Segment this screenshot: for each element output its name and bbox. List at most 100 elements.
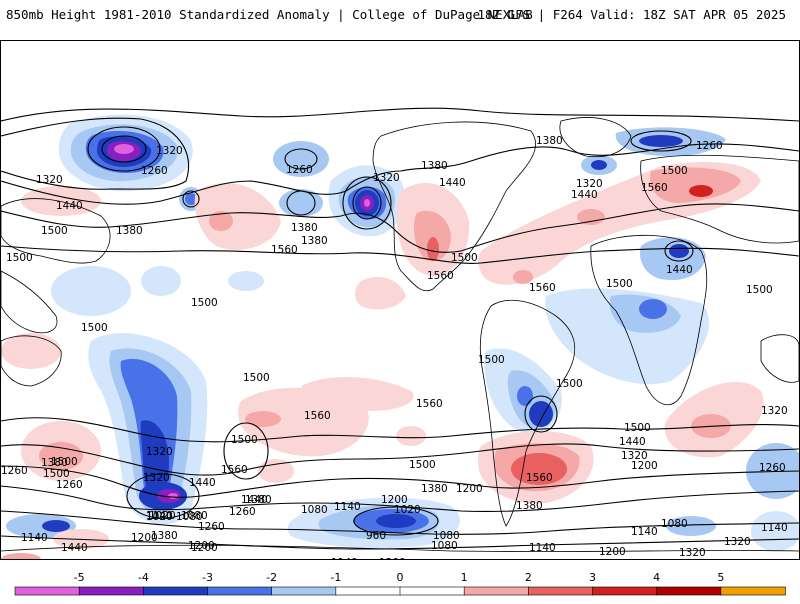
colorbar-tick-label: -3	[202, 571, 213, 584]
contour-label: 1560	[641, 182, 668, 194]
contour-label: 1260	[56, 479, 83, 491]
contour-line	[1, 485, 799, 513]
colorbar-tick-label: 5	[717, 571, 724, 584]
contour-line	[1, 417, 799, 443]
anomaly-blob	[639, 135, 683, 147]
colorbar-tick-label: -5	[74, 571, 85, 584]
contour-label: 1320	[373, 172, 400, 184]
anomaly-blob	[140, 420, 169, 501]
contour-label: 1380	[291, 222, 318, 234]
colorbar-swatch	[207, 586, 273, 596]
anomaly-blob	[114, 144, 134, 154]
anomaly-blob	[141, 266, 181, 296]
contour-label: 1320	[146, 446, 173, 458]
contour-label: 1560	[221, 464, 248, 476]
contour-label: 1080	[661, 518, 688, 530]
contour-ring	[352, 186, 382, 220]
height-contours	[1, 107, 799, 550]
colorbar-tick-label: 2	[525, 571, 532, 584]
anomaly-map: 1320 1260 1320 1260 1440 1500 1380 1380 …	[0, 40, 800, 560]
coastline-south-america	[479, 299, 575, 527]
colorbar-swatch	[528, 586, 594, 596]
contour-label: 1440	[619, 436, 646, 448]
contour-label: 1440	[189, 477, 216, 489]
anomaly-blob	[258, 459, 294, 483]
colorbar-swatch	[656, 586, 722, 596]
contour-label: 1380	[421, 483, 448, 495]
contour-label: 1260	[1, 465, 28, 477]
anomaly-blob	[301, 376, 414, 411]
colorbar-svg: -5 -4 -3 -2 -1 0 1 2 3 4 5	[14, 571, 786, 596]
colorbar-swatch	[592, 586, 658, 596]
contour-label: 1140	[331, 557, 358, 559]
contour-label: 1380	[421, 160, 448, 172]
colorbar-ticks: -5 -4 -3 -2 -1 0 1 2 3 4 5	[74, 571, 725, 584]
contour-label: 1020	[149, 510, 176, 522]
anomaly-blob	[666, 516, 716, 536]
contour-label: 1140	[631, 526, 658, 538]
coastline-eurasia	[1, 154, 799, 264]
colorbar: -5 -4 -3 -2 -1 0 1 2 3 4 5	[0, 565, 800, 600]
contour-ring	[353, 506, 439, 536]
anomaly-blob	[245, 411, 281, 427]
colorbar-swatch	[463, 586, 530, 596]
contour-label: 1260	[286, 164, 313, 176]
contour-ring	[223, 422, 269, 480]
anomaly-blob	[517, 386, 533, 406]
anomaly-blob	[376, 514, 416, 528]
contour-label: 1140	[334, 501, 361, 513]
contour-line	[1, 535, 799, 550]
colorbar-tick-label: -4	[138, 571, 149, 584]
contour-label: 1500	[243, 372, 270, 384]
contour-ring	[524, 395, 558, 433]
anomaly-blob	[650, 167, 741, 204]
contour-label: 1500	[556, 378, 583, 390]
contour-label: 1500	[43, 468, 70, 480]
anomaly-blob	[513, 270, 533, 284]
colorbar-tick-label: 1	[461, 571, 468, 584]
anomaly-blob	[529, 401, 553, 427]
contour-label: 1320	[156, 145, 183, 157]
contour-label: 1380	[516, 500, 543, 512]
contour-label: 1560	[304, 410, 331, 422]
contour-label: 1440	[241, 494, 268, 506]
contour-label: 1320	[621, 450, 648, 462]
anomaly-blob	[21, 186, 101, 216]
contour-ring	[664, 240, 694, 262]
contour-label: 1500	[51, 456, 78, 468]
contour-line	[1, 245, 799, 264]
contour-label: 1440	[61, 542, 88, 554]
contour-ring	[286, 190, 316, 216]
contour-label: 1260	[229, 506, 256, 518]
contour-label: 1560	[271, 244, 298, 256]
coastline-antarctica	[1, 544, 799, 552]
contour-label: 1440	[666, 264, 693, 276]
anomaly-blob	[689, 185, 713, 197]
contour-label: 1500	[231, 434, 258, 446]
anomaly-blob	[273, 141, 329, 177]
colorbar-swatch	[14, 586, 80, 596]
contour-label: 1320	[143, 472, 170, 484]
colorbar-tick-label: 3	[589, 571, 596, 584]
anomaly-blob	[39, 442, 83, 470]
colorbar-tick-label: 4	[653, 571, 660, 584]
coastline-greenland	[559, 117, 632, 158]
header: 850mb Height 1981-2010 Standardized Anom…	[0, 0, 800, 30]
colorbar-tick-label: -1	[330, 571, 341, 584]
contour-label: 1320	[679, 547, 706, 559]
anomaly-blob	[577, 209, 605, 225]
colorbar-tick-label: 0	[397, 571, 404, 584]
colorbar-swatches	[14, 586, 786, 596]
contour-ring	[101, 135, 147, 163]
contour-label: 1380	[301, 235, 328, 247]
coastline-australia	[1, 334, 799, 387]
contour-ring	[630, 130, 692, 152]
contour-label: 1020	[394, 504, 421, 516]
contour-label: 1200	[599, 546, 626, 558]
contour-ring	[284, 148, 318, 170]
contour-label: 1200	[456, 483, 483, 495]
contour-label: 1440	[56, 200, 83, 212]
contour-label: 1140	[761, 522, 788, 534]
anomaly-blob	[511, 453, 567, 485]
contour-label: 1320	[761, 405, 788, 417]
